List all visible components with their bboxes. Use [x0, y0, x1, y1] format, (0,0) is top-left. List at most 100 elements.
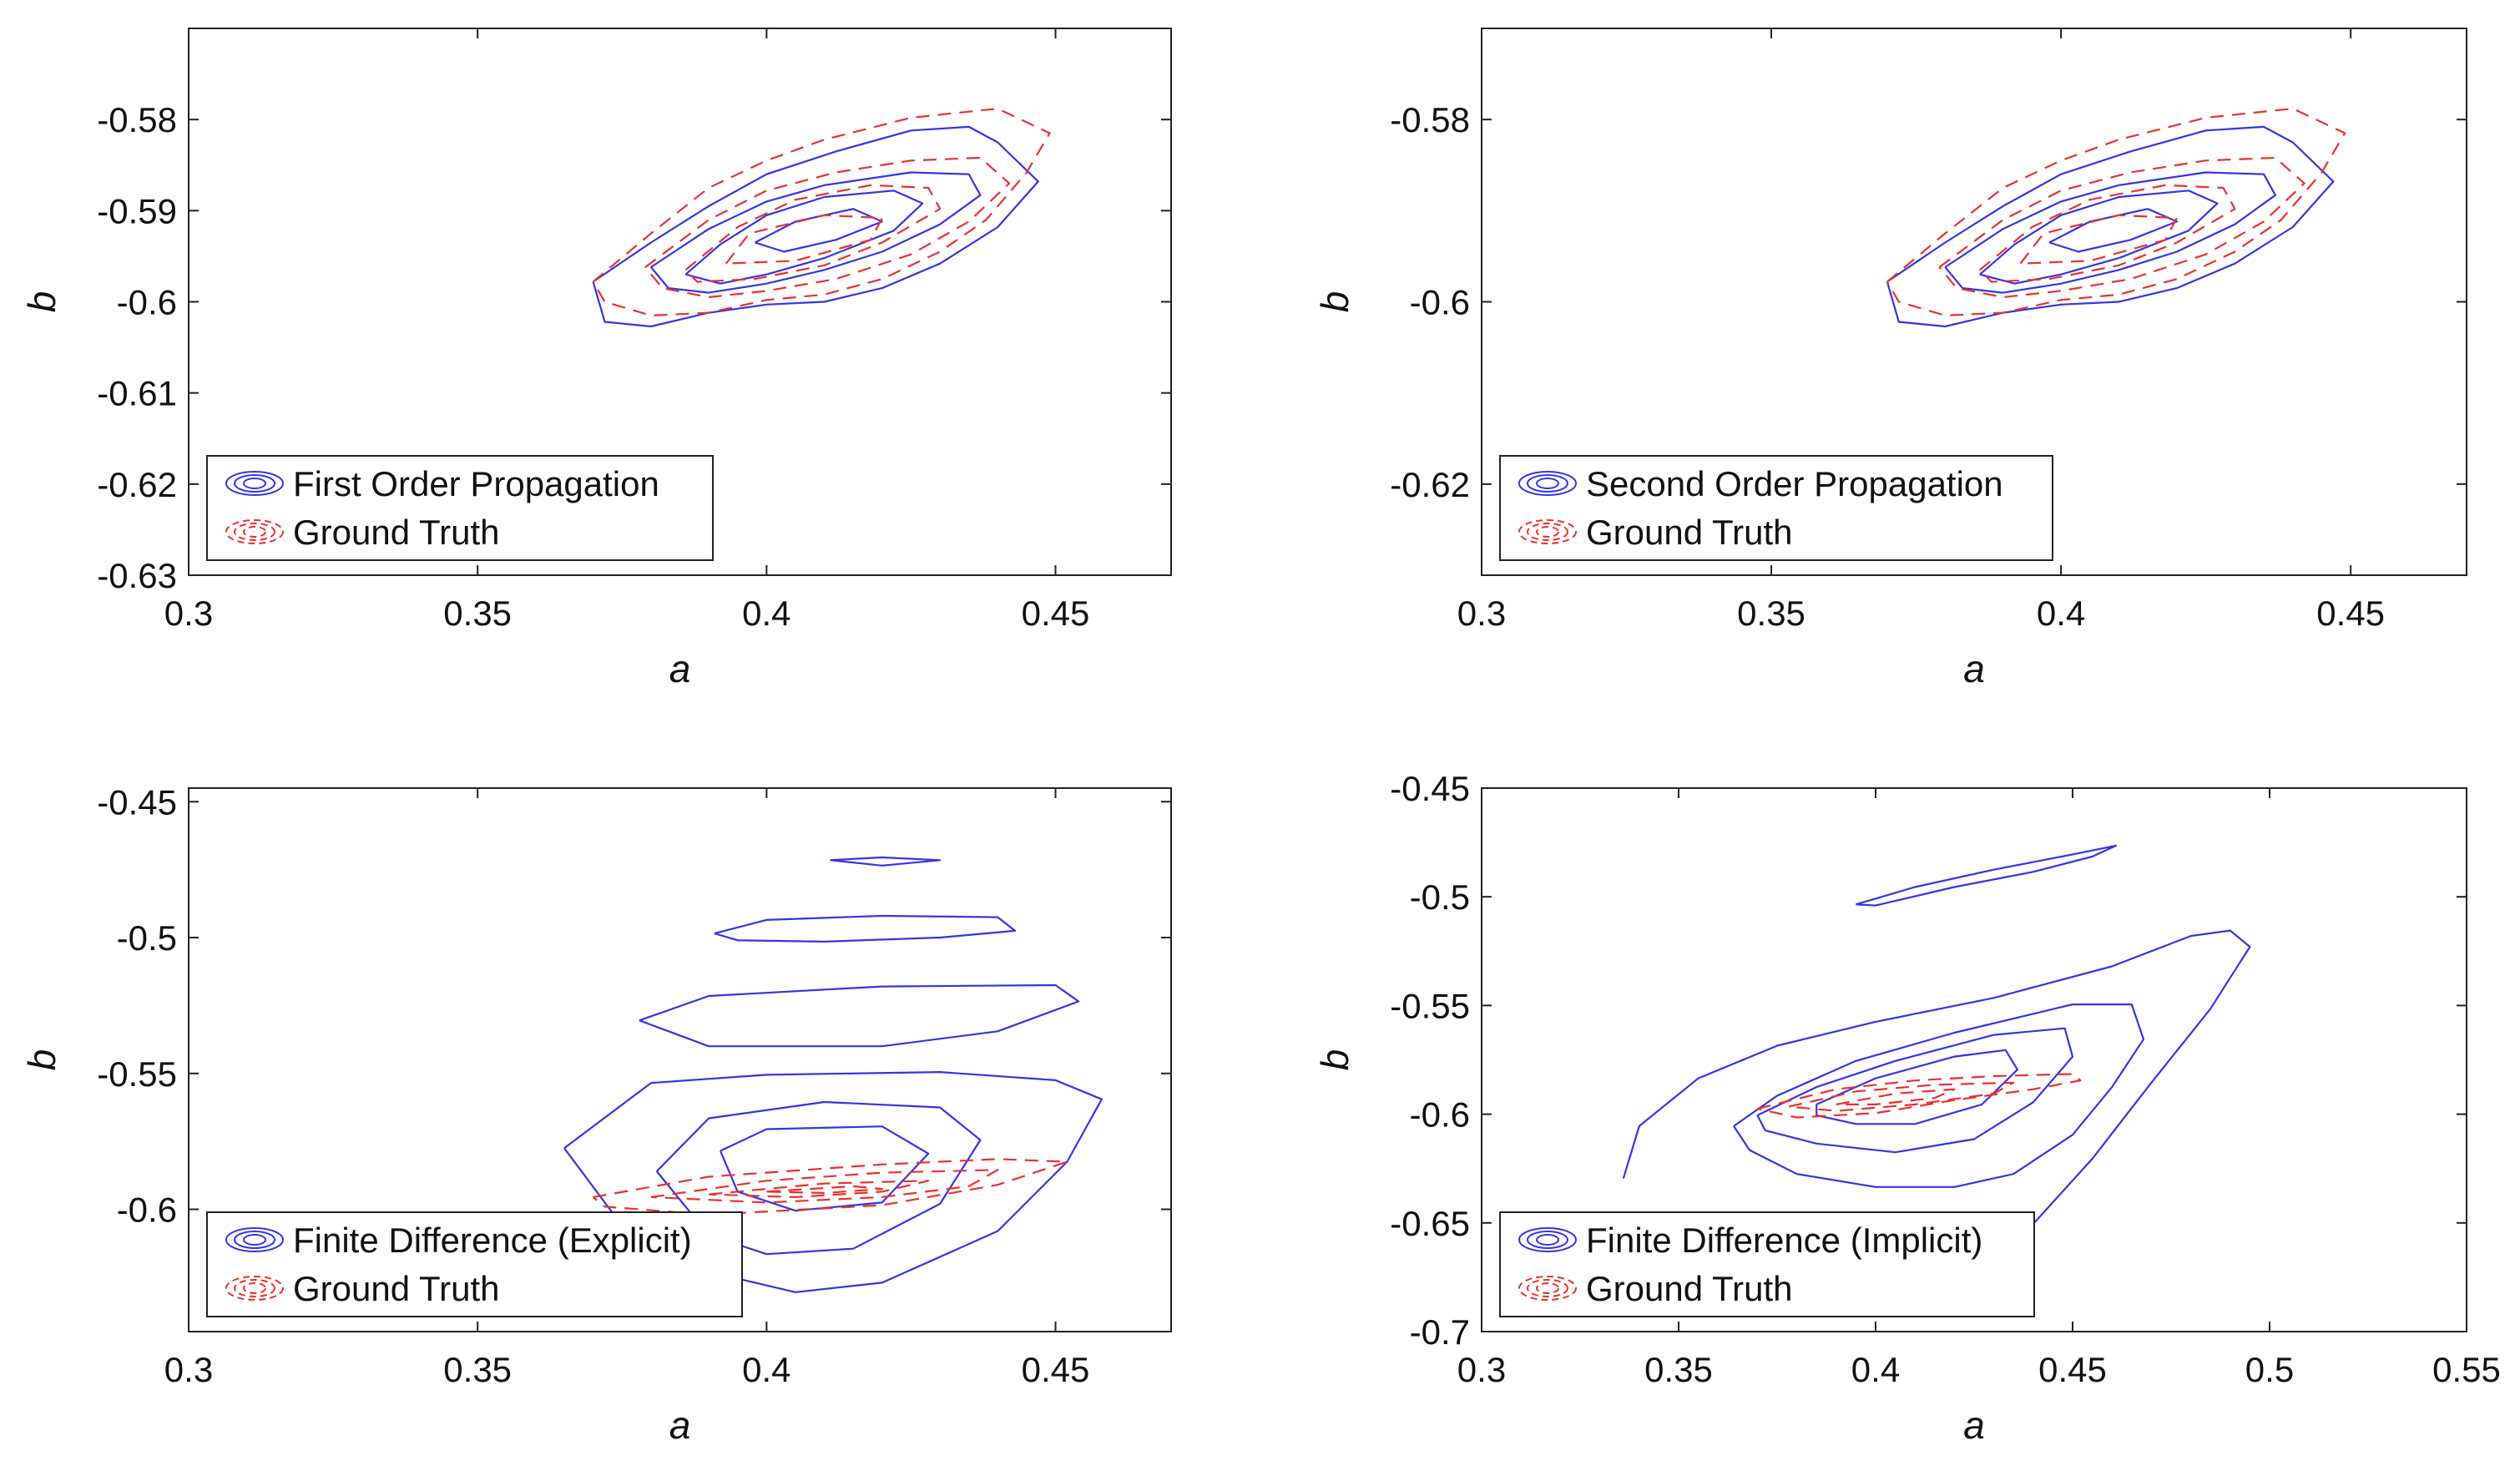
x-tick-label: 0.3: [1457, 594, 1506, 633]
model-legend-icon: [1518, 1227, 1577, 1252]
y-tick-label: -0.55: [97, 1054, 177, 1094]
model-contour: [639, 983, 1080, 1048]
legend-box: [206, 455, 714, 561]
x-tick-label: 0.3: [164, 594, 213, 633]
x-tick-label: 0.3: [1457, 1350, 1506, 1389]
y-tick-label: -0.61: [97, 374, 177, 413]
model-contour: [830, 856, 942, 867]
x-tick-label: 0.4: [742, 594, 790, 633]
legend: Finite Difference (Explicit) Ground Truth: [206, 1211, 743, 1317]
ground-truth-contour: [708, 1180, 930, 1198]
x-axis-label: a: [1963, 647, 1985, 690]
x-tick-label: 0.35: [443, 1350, 512, 1389]
y-tick-label: -0.6: [1410, 283, 1470, 322]
contour-group: [563, 856, 1103, 1293]
ground-truth-legend-icon: [1518, 1276, 1577, 1301]
x-tick-label: 0.35: [443, 594, 512, 633]
chart-top-left: 0.3 0.35 0.4 0.45 -0.58 -0.59 -0.6 -0.61 -0.62 -0…: [20, 28, 1172, 690]
y-tick-label: -0.6: [1410, 1095, 1470, 1135]
legend-label: Ground Truth: [1586, 1269, 1792, 1308]
x-tick-label: 0.5: [2245, 1350, 2294, 1389]
y-axis-label: b: [20, 1049, 63, 1071]
model-legend-icon: [225, 1227, 284, 1252]
y-axis-label: b: [1313, 291, 1356, 313]
y-axis-label: b: [1313, 1049, 1356, 1071]
legend-label: Finite Difference (Implicit): [1586, 1221, 1982, 1260]
y-tick-label: -0.58: [1390, 100, 1470, 139]
ground-truth-contour: [725, 214, 883, 265]
model-contour: [1979, 190, 2219, 285]
x-tick-label: 0.45: [2038, 1350, 2107, 1389]
legend-box: [1499, 455, 2053, 561]
x-axis-label: a: [669, 1403, 691, 1447]
legend: First Order Propagation Ground Truth: [206, 455, 714, 561]
x-tick-label: 0.4: [2037, 594, 2085, 633]
legend-label: Ground Truth: [293, 513, 499, 552]
legend-label: Ground Truth: [1586, 513, 1792, 552]
legend-label: Ground Truth: [293, 1269, 499, 1308]
x-tick-label: 0.45: [1022, 1350, 1090, 1389]
ground-truth-legend-icon: [1518, 519, 1577, 544]
legend: Second Order Propagation Ground Truth: [1499, 455, 2053, 561]
model-legend-icon: [225, 471, 284, 496]
ground-truth-contour: [684, 184, 942, 283]
legend-label: Finite Difference (Explicit): [293, 1221, 692, 1260]
y-axis-label: b: [20, 291, 63, 313]
x-tick-label: 0.35: [1644, 1350, 1713, 1389]
chart-bottom-right: 0.3 0.35 0.4 0.45 0.5 0.55 -0.45 -0.5 -0.55 -0.6 -…: [1313, 769, 2501, 1447]
ground-truth-contour: [1836, 1088, 1956, 1105]
ground-truth-contour: [1788, 1081, 2015, 1112]
model-legend-icon: [1518, 471, 1577, 496]
y-tick-label: -0.45: [97, 782, 177, 821]
ground-truth-contour: [766, 1185, 883, 1195]
x-axis-label: a: [1963, 1403, 1985, 1447]
ground-truth-contour: [644, 156, 1011, 299]
ground-truth-contour: [1938, 156, 2305, 299]
ground-truth-contour: [650, 1169, 999, 1204]
model-contour: [1756, 1027, 2074, 1154]
y-tick-label: -0.45: [1390, 769, 1470, 808]
ground-truth-contour: [592, 1158, 1068, 1216]
legend-label: Second Order Propagation: [1586, 464, 2003, 503]
plot-frame: [1481, 787, 2467, 1332]
model-contour: [754, 208, 883, 253]
model-contour: [1944, 171, 2276, 294]
legend: Finite Difference (Implicit) Ground Truth: [1499, 1211, 2035, 1317]
y-tick-label: -0.5: [117, 918, 177, 958]
y-tick-label: -0.5: [1410, 877, 1470, 917]
y-tick-label: -0.6: [117, 283, 177, 322]
model-contour: [1886, 125, 2335, 328]
y-tick-label: -0.55: [1390, 986, 1470, 1025]
y-tick-label: -0.63: [97, 556, 177, 595]
x-tick-label: 0.4: [742, 1350, 790, 1389]
ground-truth-legend-icon: [225, 1276, 284, 1301]
y-tick-label: -0.62: [1390, 465, 1470, 504]
ground-truth-legend-icon: [225, 519, 284, 544]
model-contour: [1856, 844, 2117, 907]
model-contour: [2048, 208, 2178, 253]
y-tick-label: -0.62: [97, 465, 177, 504]
y-tick-label: -0.59: [97, 191, 177, 230]
legend-label: First Order Propagation: [293, 464, 659, 503]
x-tick-label: 0.45: [1022, 594, 1090, 633]
plot-frame: [188, 787, 1172, 1332]
y-tick-label: -0.58: [97, 100, 177, 139]
legend-box: [206, 1211, 743, 1317]
model-contour: [592, 125, 1039, 328]
legend-box: [1499, 1211, 2035, 1317]
y-tick-label: -0.65: [1390, 1204, 1470, 1243]
contour-group: [1886, 108, 2346, 328]
model-contour: [684, 190, 924, 285]
y-tick-label: -0.6: [117, 1191, 177, 1230]
model-contour: [719, 1125, 930, 1212]
x-tick-label: 0.45: [2316, 594, 2385, 633]
y-tick-label: -0.7: [1410, 1312, 1470, 1352]
ground-truth-contour: [1979, 184, 2236, 283]
model-contour: [714, 914, 1017, 943]
ground-truth-contour: [1757, 1073, 2082, 1119]
x-tick-label: 0.55: [2432, 1350, 2501, 1389]
ground-truth-contour: [1886, 108, 2346, 316]
x-axis-label: a: [669, 647, 691, 690]
x-tick-label: 0.3: [164, 1350, 213, 1389]
